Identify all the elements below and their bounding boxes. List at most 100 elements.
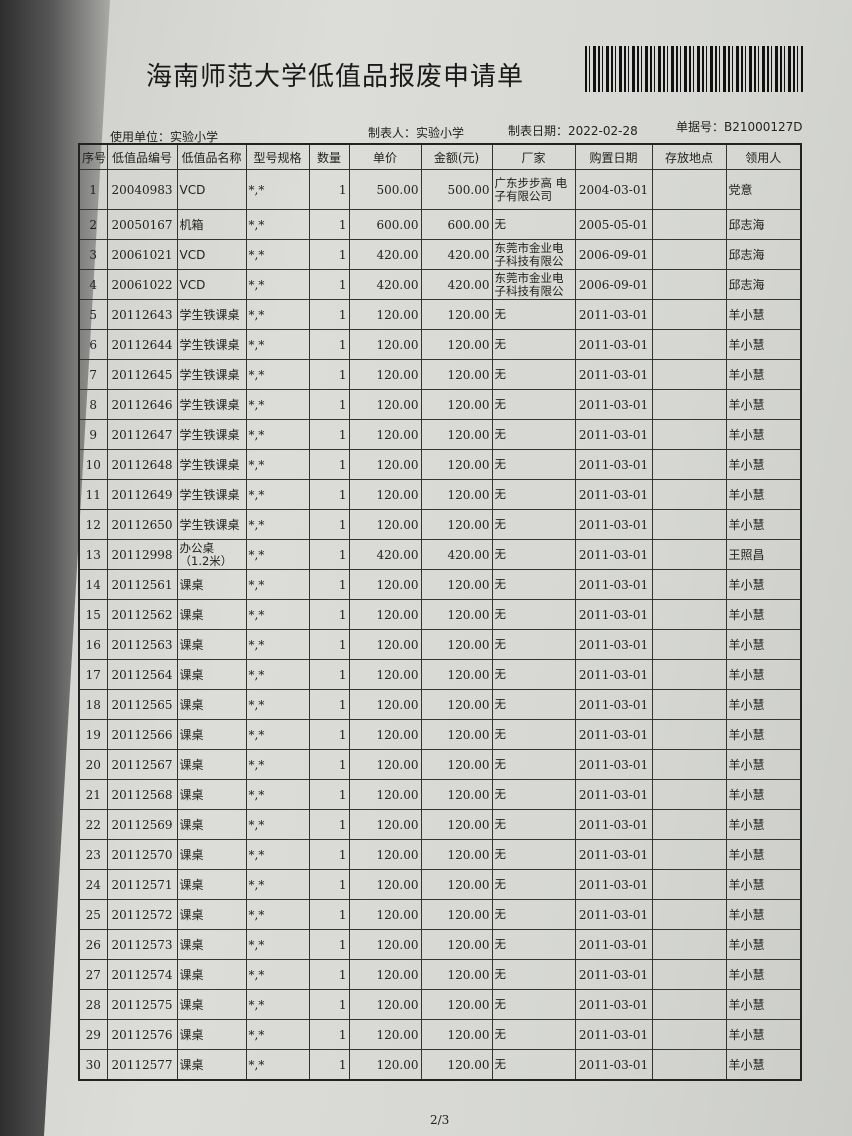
table-cell <box>651 539 727 570</box>
table-cell: 120.00 <box>348 509 422 540</box>
table-cell: 无 <box>491 689 576 720</box>
table-cell: 羊小慧 <box>725 329 802 360</box>
table-header: 序号 低值品编号 低值品名称 型号规格 数量 单价 金额(元) 厂家 购置日期 存放地点 领用人 <box>78 143 802 170</box>
table-cell: 羊小慧 <box>725 299 802 330</box>
table-cell <box>651 899 727 930</box>
table-cell: 无 <box>491 899 576 930</box>
table-cell: 1 <box>308 659 350 690</box>
table-cell: 500.00 <box>348 169 422 210</box>
table-cell: 2011-03-01 <box>574 809 653 840</box>
table-cell: 120.00 <box>420 959 493 990</box>
table-cell: 学生铁课桌 <box>176 359 247 390</box>
table-cell: 20112575 <box>106 989 178 1020</box>
table-cell: 25 <box>78 899 108 930</box>
document-number: 单据号：B21000127D <box>676 120 803 134</box>
table-cell: 120.00 <box>348 569 422 600</box>
table-cell: 20061021 <box>106 239 178 270</box>
table-cell: 1 <box>308 209 350 240</box>
table-cell: 20 <box>78 749 108 780</box>
table-cell: 2011-03-01 <box>574 689 653 720</box>
table-cell: 20112571 <box>106 869 178 900</box>
table-row: 30 20112577 课桌 *,* 1 120.00 120.00 无 2011-03-01 羊… <box>78 1049 802 1081</box>
table-cell: 1 <box>308 479 350 510</box>
table-cell: 羊小慧 <box>725 359 802 390</box>
table-cell: 120.00 <box>420 899 493 930</box>
column-header: 数量 <box>308 143 350 170</box>
table-cell: *,* <box>245 239 310 270</box>
table-cell: 广东步步高 电子有限公司 <box>491 169 576 210</box>
table-cell: 羊小慧 <box>725 1049 802 1081</box>
table-cell: 17 <box>78 659 108 690</box>
table-cell: 120.00 <box>348 869 422 900</box>
table-cell: *,* <box>245 899 310 930</box>
table-cell: 无 <box>491 839 576 870</box>
table-cell: 120.00 <box>348 929 422 960</box>
table-cell: 无 <box>491 629 576 660</box>
table-cell: 120.00 <box>348 629 422 660</box>
table-cell: 120.00 <box>420 779 493 810</box>
table-cell: 羊小慧 <box>725 1019 802 1050</box>
table-cell: 120.00 <box>348 329 422 360</box>
table-cell <box>651 329 727 360</box>
table-row: 18 20112565 课桌 *,* 1 120.00 120.00 无 2011-03-01 羊… <box>78 689 802 720</box>
table-row: 24 20112571 课桌 *,* 1 120.00 120.00 无 2011-03-01 羊… <box>78 869 802 900</box>
table-cell: 邱志海 <box>725 209 802 240</box>
table-cell: 2011-03-01 <box>574 929 653 960</box>
table-cell: 机箱 <box>176 209 247 240</box>
table-cell: VCD <box>176 239 247 270</box>
table-cell: 课桌 <box>176 869 247 900</box>
table-cell: 27 <box>78 959 108 990</box>
table-cell <box>651 239 727 270</box>
table-cell: *,* <box>245 169 310 210</box>
table-cell: 2011-03-01 <box>574 539 653 570</box>
table-cell: 1 <box>308 599 350 630</box>
table-cell: 120.00 <box>420 359 493 390</box>
column-header: 金额(元) <box>420 143 493 170</box>
table-row: 16 20112563 课桌 *,* 1 120.00 120.00 无 2011-03-01 羊… <box>78 629 802 660</box>
table-cell: 课桌 <box>176 659 247 690</box>
table-cell: 学生铁课桌 <box>176 479 247 510</box>
maker: 制表人：实验小学 <box>368 126 465 140</box>
table-row: 10 20112648 学生铁课桌 *,* 1 120.00 120.00 无 2011-03-… <box>78 449 802 480</box>
table-cell: 120.00 <box>348 809 422 840</box>
table-cell: 20112568 <box>106 779 178 810</box>
table-cell: 课桌 <box>176 1049 247 1081</box>
table-cell <box>651 839 727 870</box>
table-cell: 20112572 <box>106 899 178 930</box>
table-cell <box>651 1049 727 1081</box>
table-cell: *,* <box>245 779 310 810</box>
table-cell <box>651 959 727 990</box>
table-cell: 2011-03-01 <box>574 749 653 780</box>
table-row: 27 20112574 课桌 *,* 1 120.00 120.00 无 2011-03-01 羊… <box>78 959 802 990</box>
table-cell: 无 <box>491 929 576 960</box>
table-row: 2 20050167 机箱 *,* 1 600.00 600.00 无 2005-05-01 邱志… <box>78 209 802 240</box>
table-cell: 29 <box>78 1019 108 1050</box>
table-cell: 120.00 <box>420 299 493 330</box>
table-cell: 课桌 <box>176 929 247 960</box>
table-cell: 120.00 <box>420 449 493 480</box>
table-cell: 3 <box>78 239 108 270</box>
table-cell: 20112574 <box>106 959 178 990</box>
table-cell: 120.00 <box>420 1049 493 1081</box>
table-cell: 20112648 <box>106 449 178 480</box>
table-cell: 无 <box>491 959 576 990</box>
table-cell: *,* <box>245 1019 310 1050</box>
column-header: 型号规格 <box>245 143 310 170</box>
table-cell <box>651 929 727 960</box>
table-cell: 课桌 <box>176 749 247 780</box>
table-cell: 1 <box>308 449 350 480</box>
table-cell: *,* <box>245 989 310 1020</box>
table-cell: 2011-03-01 <box>574 779 653 810</box>
table-cell <box>651 719 727 750</box>
table-cell: 1 <box>308 419 350 450</box>
table-cell: 20112567 <box>106 749 178 780</box>
table-cell: 21 <box>78 779 108 810</box>
table-cell: 1 <box>308 869 350 900</box>
table-cell: 20040983 <box>106 169 178 210</box>
table-cell: *,* <box>245 749 310 780</box>
table-cell: 学生铁课桌 <box>176 419 247 450</box>
table-cell: 120.00 <box>420 659 493 690</box>
table-cell: *,* <box>245 269 310 300</box>
table-cell: 120.00 <box>420 389 493 420</box>
table-cell: 无 <box>491 299 576 330</box>
